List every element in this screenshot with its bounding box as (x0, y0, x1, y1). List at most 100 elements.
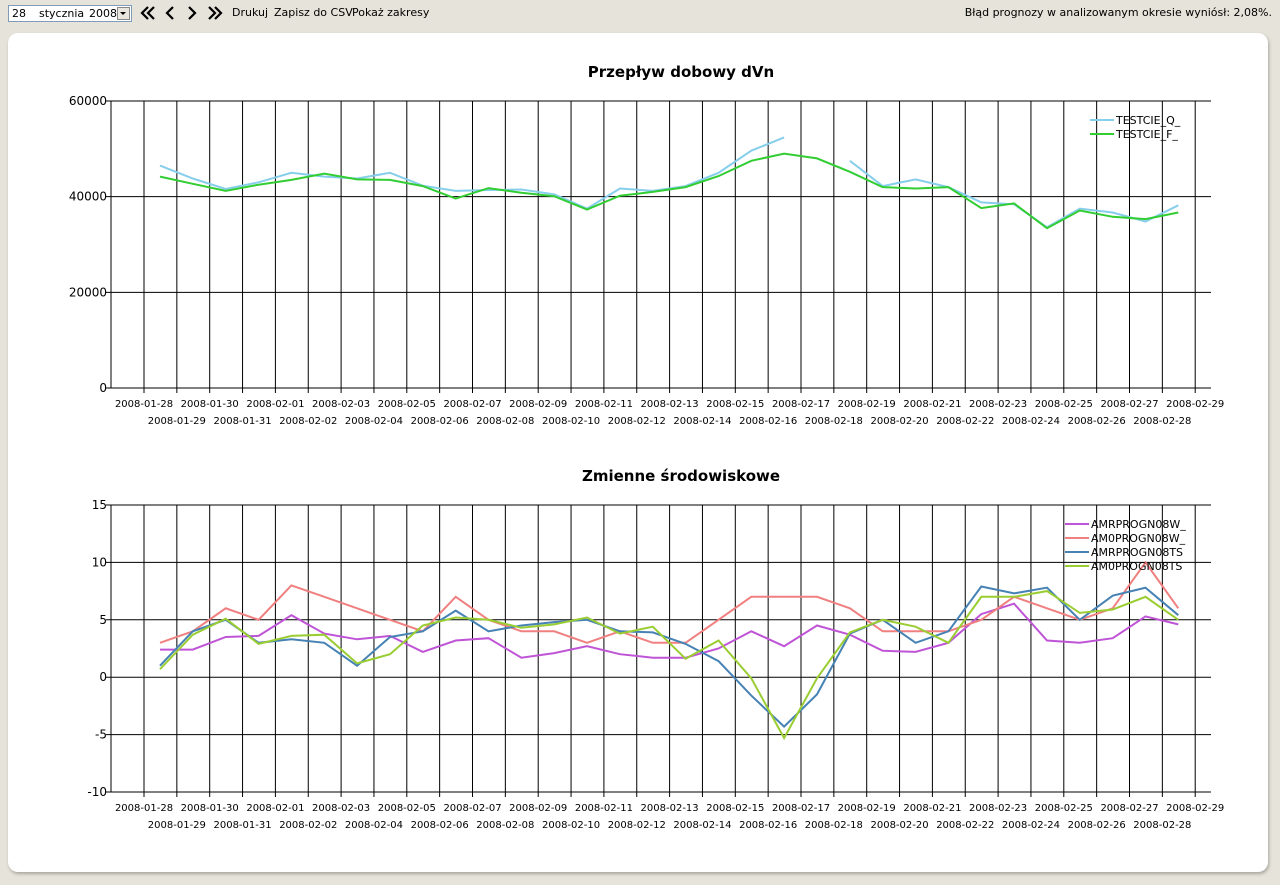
y-tick-label: 60000 (69, 94, 107, 108)
x-tick-label: 2008-01-31 (213, 416, 271, 427)
x-tick-label: 2008-02-24 (1002, 820, 1060, 831)
x-tick-label: 2008-02-20 (870, 820, 928, 831)
x-tick-label: 2008-02-02 (279, 820, 337, 831)
chart-panel: Przepływ dobowy dVn 0 20000 40000 60000 2008-… (8, 33, 1268, 872)
prev-button[interactable] (162, 4, 178, 22)
x-tick-label: 2008-01-29 (148, 416, 206, 427)
x-tick-label: 2008-02-18 (805, 820, 863, 831)
legend-label: AMRPROGN08W_ (1091, 518, 1186, 531)
print-link[interactable]: Drukuj (232, 6, 269, 19)
arrow (120, 12, 126, 15)
x-tick-label: 2008-02-23 (969, 803, 1027, 814)
x-tick-label: 2008-02-22 (936, 416, 994, 427)
y-tick-label: 40000 (69, 190, 107, 204)
x-tick-label: 2008-01-30 (181, 399, 239, 410)
x-tick-label: 2008-01-31 (213, 820, 271, 831)
last-button[interactable] (205, 4, 225, 22)
x-tick-label: 2008-02-21 (903, 399, 961, 410)
x-tick-label: 2008-02-25 (1035, 399, 1093, 410)
x-tick-label: 2008-02-06 (411, 416, 469, 427)
chart-title: Przepływ dobowy dVn (588, 63, 774, 81)
x-tick-label: 2008-02-17 (772, 399, 830, 410)
toolbar: 28 stycznia 2008 Drukuj Zapisz do CSV Po… (0, 0, 1280, 26)
x-tick-label: 2008-02-09 (509, 399, 567, 410)
x-tick-label: 2008-02-27 (1100, 803, 1158, 814)
y-tick-label: 0 (99, 381, 107, 395)
x-tick-label: 2008-02-27 (1100, 399, 1158, 410)
y-tick-label: 5 (99, 613, 107, 627)
x-tick-label: 2008-02-12 (608, 820, 666, 831)
x-tick-label: 2008-02-15 (706, 803, 764, 814)
x-tick-label: 2008-02-05 (378, 399, 436, 410)
x-tick-label: 2008-02-14 (673, 416, 731, 427)
x-tick-label: 2008-02-06 (411, 820, 469, 831)
x-tick-label: 2008-02-03 (312, 399, 370, 410)
year: 2008 (89, 7, 117, 20)
dropdown-button[interactable] (117, 7, 130, 20)
x-tick-label: 2008-02-26 (1068, 820, 1126, 831)
series-line (159, 590, 1179, 741)
day: 28 (12, 7, 26, 20)
x-tick-label: 2008-01-28 (115, 803, 173, 814)
x-tick-label: 2008-02-08 (476, 820, 534, 831)
x-tick-label: 2008-02-03 (312, 803, 370, 814)
x-tick-label: 2008-02-10 (542, 820, 600, 831)
x-tick-label: 2008-02-21 (903, 803, 961, 814)
date-picker[interactable]: 28 stycznia 2008 (8, 5, 132, 22)
first-button[interactable] (138, 4, 158, 22)
status-text: Błąd prognozy w analizowanym okresie wyn… (964, 6, 1272, 19)
x-tick-label: 2008-02-05 (378, 803, 436, 814)
x-tick-label: 2008-02-24 (1002, 416, 1060, 427)
next-button[interactable] (184, 4, 200, 22)
legend-label: TESTCIE_F_ (1115, 128, 1178, 141)
x-tick-label: 2008-02-20 (870, 416, 928, 427)
csv-link[interactable]: Zapisz do CSV (274, 6, 353, 19)
legend-label: AM0PROGN08W_ (1091, 532, 1186, 545)
x-tick-label: 2008-02-12 (608, 416, 666, 427)
x-tick-label: 2008-02-17 (772, 803, 830, 814)
x-tick-label: 2008-02-29 (1166, 803, 1224, 814)
y-tick-label: 0 (99, 670, 107, 684)
x-tick-label: 2008-02-28 (1133, 416, 1191, 427)
ranges-link[interactable]: Pokaż zakresy (352, 6, 430, 19)
x-tick-label: 2008-02-22 (936, 820, 994, 831)
x-tick-label: 2008-02-01 (246, 399, 304, 410)
x-tick-label: 2008-01-30 (181, 803, 239, 814)
legend-label: TESTCIE_Q_ (1115, 114, 1181, 127)
x-tick-label: 2008-02-14 (673, 820, 731, 831)
y-tick-label: -10 (87, 785, 107, 799)
legend-label: AM0PROGN08TS (1091, 560, 1182, 573)
x-tick-label: 2008-02-04 (345, 820, 403, 831)
x-tick-label: 2008-02-04 (345, 416, 403, 427)
x-tick-label: 2008-02-26 (1068, 416, 1126, 427)
x-tick-label: 2008-01-28 (115, 399, 173, 410)
legend-label: AMRPROGN08TS (1091, 546, 1183, 559)
x-tick-label: 2008-02-16 (739, 416, 797, 427)
y-tick-label: 10 (92, 555, 107, 569)
series-line (159, 152, 1179, 230)
x-tick-label: 2008-02-09 (509, 803, 567, 814)
x-tick-label: 2008-02-16 (739, 820, 797, 831)
x-tick-label: 2008-02-29 (1166, 399, 1224, 410)
x-tick-label: 2008-01-29 (148, 820, 206, 831)
month: stycznia (39, 7, 85, 20)
x-tick-label: 2008-02-28 (1133, 820, 1191, 831)
y-tick-label: 15 (92, 498, 107, 512)
x-tick-label: 2008-02-10 (542, 416, 600, 427)
series-line (159, 585, 1179, 728)
x-tick-label: 2008-02-23 (969, 399, 1027, 410)
x-tick-label: 2008-02-07 (443, 803, 501, 814)
x-tick-label: 2008-02-07 (443, 399, 501, 410)
x-tick-label: 2008-02-19 (838, 803, 896, 814)
chart-title: Zmienne środowiskowe (582, 467, 780, 485)
y-tick-label: -5 (95, 728, 107, 742)
x-tick-label: 2008-02-13 (641, 803, 699, 814)
x-tick-label: 2008-02-15 (706, 399, 764, 410)
series-line (160, 602, 1179, 659)
x-tick-label: 2008-02-01 (246, 803, 304, 814)
x-tick-label: 2008-02-02 (279, 416, 337, 427)
x-tick-label: 2008-02-13 (641, 399, 699, 410)
x-tick-label: 2008-02-11 (575, 803, 633, 814)
x-tick-label: 2008-02-08 (476, 416, 534, 427)
